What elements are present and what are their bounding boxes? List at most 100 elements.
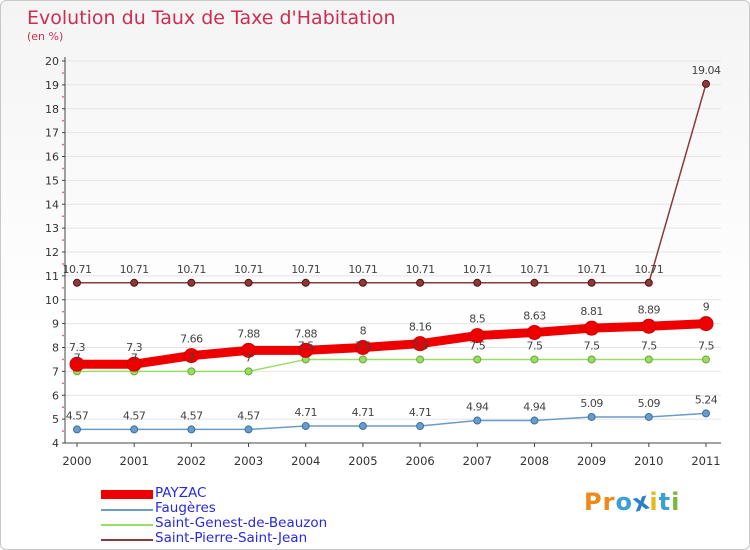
data-point: [412, 336, 428, 352]
y-minor-tick: [62, 239, 64, 241]
data-point: [698, 316, 714, 332]
data-label: 7: [245, 351, 252, 364]
data-point: [73, 425, 81, 434]
data-label: 7.5: [698, 339, 714, 352]
y-tick-label: 12: [45, 246, 59, 259]
y-tick-label: 16: [45, 151, 59, 164]
data-label: 4.71: [409, 406, 432, 419]
series-line: [77, 358, 706, 373]
y-tick-label: 20: [45, 55, 59, 68]
data-label: 10.71: [634, 263, 663, 276]
data-point: [473, 278, 482, 287]
y-minor-tick: [62, 382, 64, 385]
y-minor-tick: [62, 263, 64, 265]
y-tick-label: 10: [45, 294, 59, 307]
legend-label-payzac: PAYZAC: [155, 485, 207, 501]
y-minor-tick: [62, 430, 64, 432]
data-label: 8: [360, 325, 367, 338]
x-tick-label: 2001: [120, 454, 149, 468]
data-label: 4.71: [352, 406, 375, 419]
data-point: [530, 278, 539, 287]
logo-letter: r: [602, 488, 616, 516]
x-tick-label: 2010: [634, 454, 663, 468]
series-line: [77, 412, 707, 431]
data-point: [530, 416, 539, 425]
legend-swatch-payzac: [101, 490, 153, 499]
data-label: 4.57: [123, 409, 146, 422]
data-point: [641, 318, 657, 334]
data-label: 5.09: [580, 397, 603, 410]
y-tick-label: 7: [52, 365, 59, 378]
x-tick-label: 2005: [348, 454, 377, 468]
data-point: [355, 340, 371, 355]
data-label: 10.71: [463, 263, 492, 276]
data-label: 7.5: [584, 339, 600, 352]
data-point: [587, 278, 596, 287]
logo-letter: t: [658, 488, 672, 516]
y-tick-label: 5: [52, 413, 59, 426]
y-tick-label: 9: [52, 318, 59, 331]
chart-title: Evolution du Taux de Taxe d'Habitation: [27, 7, 396, 29]
data-point: [358, 278, 367, 287]
data-point: [187, 425, 196, 434]
data-point: [702, 355, 710, 364]
data-label: 10.71: [234, 263, 263, 276]
legend-label-saint-pierre: Saint-Pierre-Saint-Jean: [155, 530, 308, 546]
data-label: 7.5: [355, 339, 371, 352]
logo-letter: i: [671, 488, 681, 516]
series-2: [73, 355, 710, 376]
x-tick-label: 2006: [405, 454, 434, 468]
data-label: 10.71: [63, 263, 92, 276]
data-point: [69, 356, 85, 372]
data-label: 4.94: [523, 401, 546, 414]
data-label: 10.71: [177, 263, 206, 276]
y-minor-tick: [62, 167, 64, 170]
data-point: [644, 412, 653, 421]
data-label: 7.88: [237, 327, 260, 340]
data-point: [416, 355, 425, 364]
data-point: [126, 356, 142, 372]
data-label: 8.5: [469, 313, 485, 326]
data-label: 8.81: [580, 305, 603, 318]
series-line: [77, 83, 707, 284]
x-tick-label: 2003: [234, 454, 263, 468]
y-minor-tick: [62, 119, 64, 122]
data-point: [358, 422, 367, 431]
data-label: 7.88: [294, 327, 317, 340]
legend-swatch-saint-pierre: [101, 539, 153, 541]
y-minor-tick: [62, 215, 64, 217]
data-label: 8.63: [523, 309, 546, 322]
y-minor-tick: [62, 358, 64, 361]
data-point: [473, 416, 482, 425]
data-label: 4.94: [466, 401, 489, 414]
series-line: [77, 319, 707, 369]
y-tick-label: 11: [45, 270, 59, 283]
x-tick-label: 2011: [691, 454, 720, 468]
y-unit-label: (en %): [27, 30, 64, 43]
y-minor-tick: [62, 72, 64, 74]
data-label: 7: [74, 351, 81, 364]
data-label: 8.89: [638, 303, 661, 316]
y-minor-tick: [62, 310, 64, 313]
data-label: 7: [188, 351, 195, 364]
data-label: 8.16: [409, 321, 432, 334]
y-tick-label: 18: [45, 103, 59, 116]
logo-letter: i: [649, 488, 659, 516]
data-label: 4.57: [66, 409, 89, 422]
logo-letter: P: [584, 488, 603, 516]
data-point: [416, 422, 425, 431]
data-label: 7.3: [126, 341, 142, 354]
legend-swatch-saint-genest: [101, 524, 153, 526]
logo-letter: o: [615, 488, 633, 516]
data-point: [358, 355, 367, 364]
data-point: [183, 348, 199, 364]
x-tick-label: 2002: [177, 454, 206, 468]
data-label: 10.71: [577, 263, 606, 276]
legend-swatch-faugeres: [101, 509, 153, 511]
data-label: 7: [131, 351, 138, 364]
y-tick-label: 8: [52, 342, 59, 355]
y-minor-tick: [62, 287, 64, 289]
data-point: [702, 409, 710, 418]
